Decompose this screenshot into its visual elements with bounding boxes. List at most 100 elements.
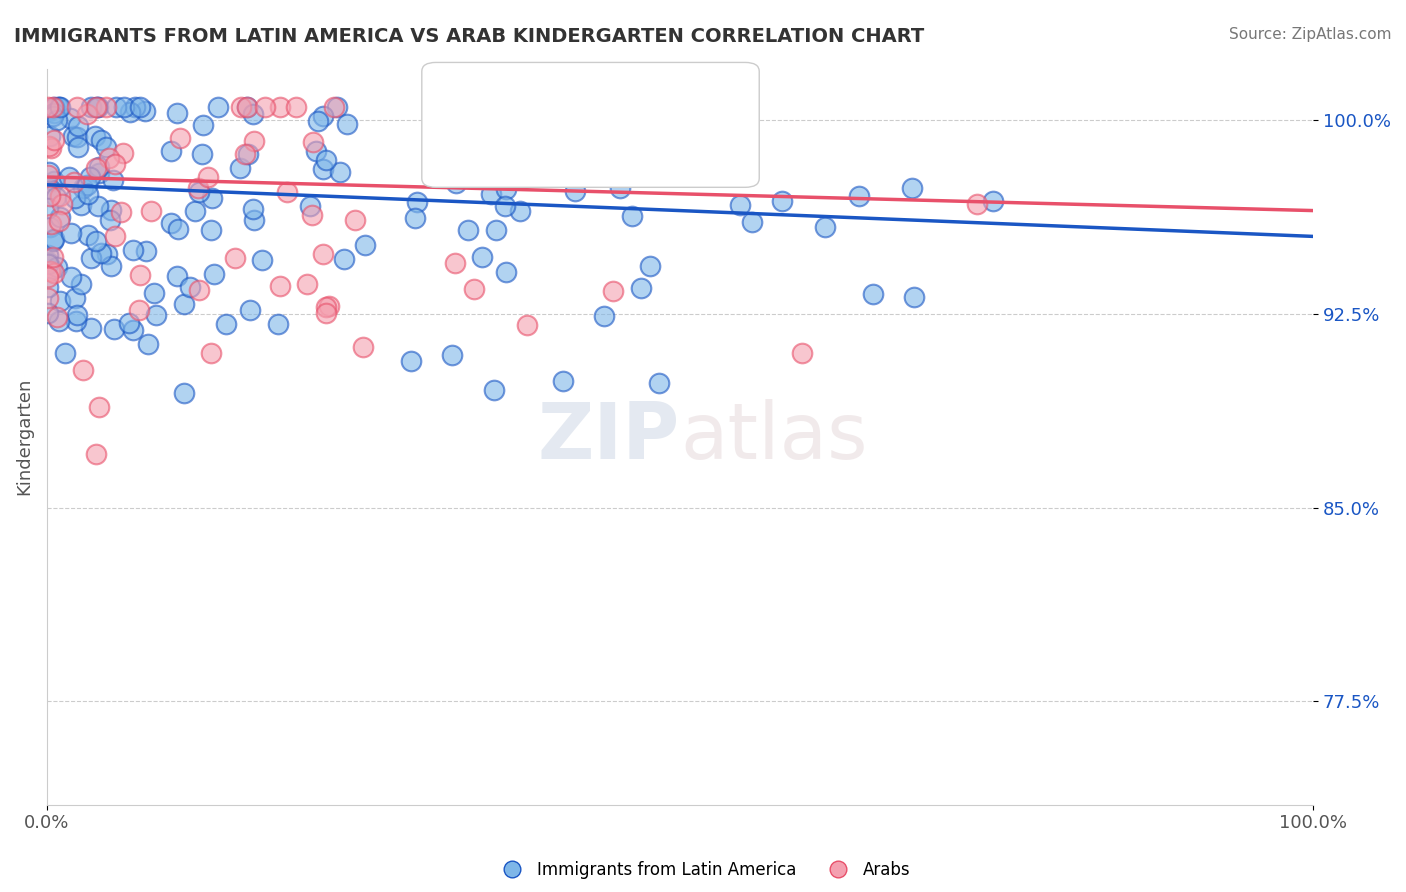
Point <box>139 204 162 219</box>
Point <box>38 139 60 153</box>
Point <box>202 267 225 281</box>
Text: R =  -0.090   N =  66: R = -0.090 N = 66 <box>489 129 717 147</box>
Point <box>44 174 66 188</box>
Point <box>76 228 98 243</box>
Point <box>790 345 813 359</box>
Point <box>118 317 141 331</box>
Point <box>305 144 328 158</box>
Point <box>103 157 125 171</box>
Point <box>122 244 145 258</box>
Point <box>236 100 259 114</box>
Point <box>49 189 72 203</box>
Point <box>620 210 643 224</box>
Point <box>239 303 262 318</box>
Point <box>90 133 112 147</box>
Point <box>446 176 468 190</box>
Point <box>312 110 335 124</box>
Point <box>66 309 89 323</box>
Point <box>426 161 449 175</box>
Point <box>201 191 224 205</box>
Point <box>112 100 135 114</box>
Point <box>48 100 70 114</box>
Point <box>276 185 298 199</box>
Point <box>479 186 502 201</box>
Point <box>301 136 323 150</box>
Point <box>42 250 65 264</box>
Point <box>592 310 614 324</box>
Point <box>406 194 429 209</box>
Text: ○: ○ <box>457 98 474 117</box>
Point <box>80 251 103 265</box>
Point <box>39 220 62 235</box>
Point <box>200 346 222 360</box>
Point <box>284 100 307 114</box>
Point <box>80 100 103 114</box>
Point <box>267 318 290 332</box>
Point <box>49 100 72 114</box>
Point <box>135 244 157 258</box>
Point <box>404 211 426 225</box>
Point <box>233 147 256 161</box>
Point <box>72 181 94 195</box>
Point <box>76 187 98 202</box>
Point <box>70 277 93 291</box>
Point <box>37 248 59 262</box>
Point <box>645 101 668 115</box>
Point <box>96 100 118 114</box>
Text: ZIP: ZIP <box>538 399 681 475</box>
Point <box>484 383 506 397</box>
Point <box>37 270 59 285</box>
Point <box>463 282 485 296</box>
Point <box>509 204 531 219</box>
Point <box>191 146 214 161</box>
Point <box>72 363 94 377</box>
Point <box>89 400 111 414</box>
Point <box>120 105 142 120</box>
Point <box>145 308 167 322</box>
Point <box>66 140 89 154</box>
Point <box>84 447 107 461</box>
Point <box>200 223 222 237</box>
Point <box>254 100 277 114</box>
Y-axis label: Kindergarten: Kindergarten <box>15 378 32 495</box>
Point <box>37 257 59 271</box>
Point <box>44 105 66 120</box>
Point <box>242 107 264 121</box>
Point <box>37 306 59 320</box>
Point <box>110 205 132 219</box>
Point <box>770 194 793 208</box>
Point <box>66 100 89 114</box>
Point <box>229 161 252 175</box>
Point <box>48 214 70 228</box>
Point <box>471 250 494 264</box>
Text: atlas: atlas <box>681 399 868 475</box>
Point <box>329 165 352 179</box>
Point <box>741 215 763 229</box>
Point <box>37 168 59 182</box>
Point <box>84 128 107 143</box>
Point <box>167 222 190 236</box>
Point <box>101 173 124 187</box>
Point <box>128 268 150 282</box>
Point <box>66 130 89 145</box>
Point <box>312 161 335 176</box>
Point <box>136 337 159 351</box>
Point <box>207 100 229 114</box>
Point <box>354 238 377 252</box>
Point <box>188 283 211 297</box>
Point <box>173 386 195 401</box>
Point <box>336 117 359 131</box>
Point <box>44 266 66 280</box>
Point <box>903 290 925 304</box>
Point <box>96 247 118 261</box>
Point <box>63 191 86 205</box>
Point <box>63 175 86 189</box>
Point <box>495 182 517 196</box>
Point <box>49 210 72 224</box>
Point <box>90 245 112 260</box>
Point <box>848 189 870 203</box>
Point <box>48 293 70 308</box>
Point <box>179 280 201 294</box>
Text: Source: ZipAtlas.com: Source: ZipAtlas.com <box>1229 27 1392 42</box>
Point <box>494 199 516 213</box>
